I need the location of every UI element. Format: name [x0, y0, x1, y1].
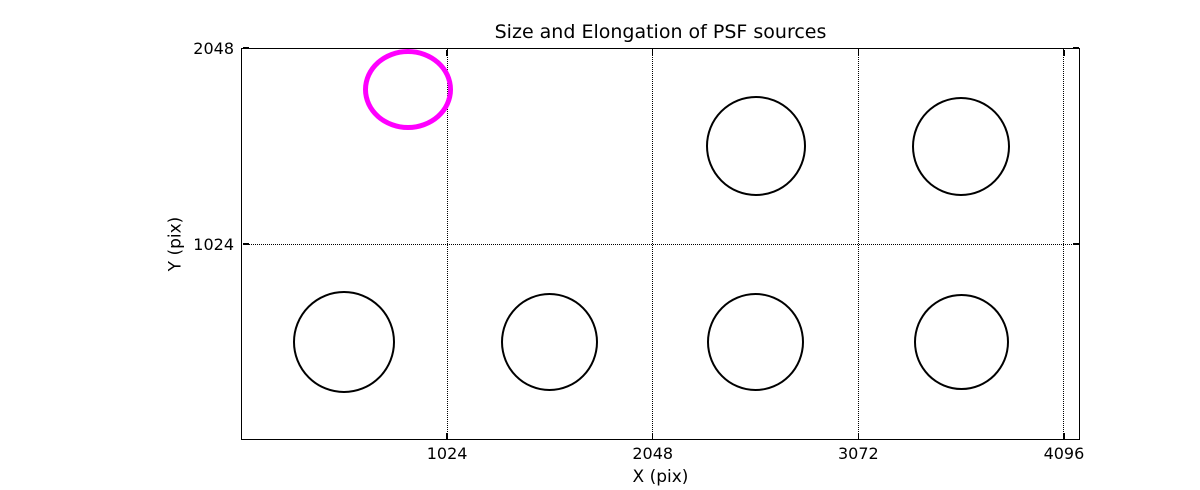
x-tick-bottom-1024 [446, 432, 448, 439]
x-tick-label-4096: 4096 [1043, 444, 1085, 463]
x-tick-top-1024 [446, 49, 448, 56]
x-tick-label-2048: 2048 [632, 444, 674, 463]
y-axis-label: Y (pix) [165, 216, 186, 272]
x-tick-top-2048 [651, 49, 654, 56]
psf-source [913, 294, 1009, 390]
x-tick-bottom-2048 [651, 432, 654, 439]
y-tick-left-1024 [243, 243, 249, 245]
psf-source [912, 96, 1011, 196]
x-tick-bottom-3072 [857, 432, 860, 439]
chart-title: Size and Elongation of PSF sources [494, 21, 827, 43]
gridline-y-1024 [241, 243, 1080, 245]
y-tick-label-2048: 2048 [193, 38, 234, 58]
x-axis-label: X (pix) [632, 467, 689, 487]
x-tick-top-4096 [1063, 49, 1065, 56]
psf-source [707, 293, 805, 391]
y-tick-label-1024: 1024 [193, 234, 234, 254]
psf-source [705, 96, 806, 196]
psf-source [501, 293, 599, 391]
psf-source [293, 291, 396, 393]
psf-source-highlighted [362, 49, 453, 131]
x-tick-label-3072: 3072 [837, 444, 879, 463]
y-tick-right-1024 [1072, 243, 1079, 245]
x-tick-label-1024: 1024 [426, 444, 468, 463]
x-tick-top-3072 [857, 49, 860, 56]
y-tick-left-2048 [243, 47, 249, 49]
y-tick-right-2048 [1072, 47, 1079, 49]
x-tick-bottom-4096 [1063, 432, 1065, 439]
